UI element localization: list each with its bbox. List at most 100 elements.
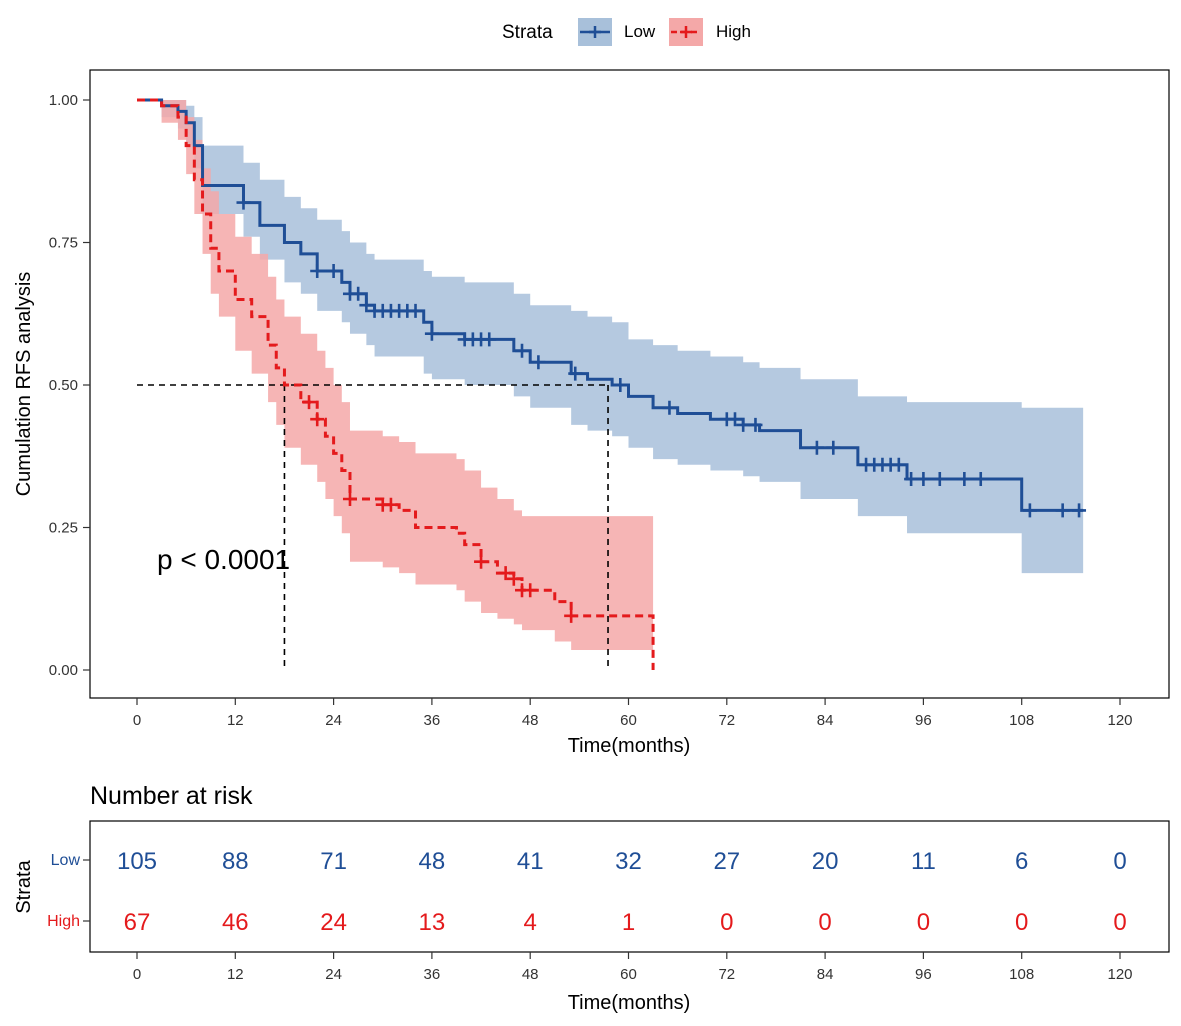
legend: Strata Low High	[502, 18, 751, 46]
risk-x-tick-label: 0	[133, 966, 141, 983]
legend-key-high-cross	[680, 26, 692, 38]
p-value-annotation: p < 0.0001	[157, 544, 290, 575]
risk-value-low: 105	[117, 848, 157, 875]
risk-value-high: 0	[818, 909, 831, 936]
censor-mark-low	[736, 417, 751, 432]
risk-value-low: 11	[911, 848, 936, 875]
censor-mark-high	[523, 583, 538, 598]
km-censor-layer	[236, 195, 1087, 623]
risk-value-high: 13	[419, 909, 446, 936]
censor-mark-high	[302, 395, 317, 410]
risk-x-tick-label: 36	[424, 966, 441, 983]
km-x-tick-label: 96	[915, 712, 932, 729]
risk-x-tick-label: 96	[915, 966, 932, 983]
km-y-tick-label: 0.50	[49, 377, 78, 394]
risk-value-high: 4	[524, 909, 537, 936]
censor-mark-high	[564, 608, 579, 623]
km-plot-frame	[89, 69, 1170, 699]
censor-mark-low	[727, 412, 742, 427]
censor-mark-low	[973, 472, 988, 487]
risk-x-tick-label: 108	[1009, 966, 1034, 983]
km-x-tick-label: 84	[817, 712, 834, 729]
censor-mark-low	[957, 472, 972, 487]
risk-value-low: 6	[1015, 848, 1028, 875]
risk-x-tick-label: 72	[718, 966, 735, 983]
km-median-layer	[137, 384, 609, 670]
ci-band-high	[137, 100, 654, 651]
km-x-tick-label: 0	[133, 712, 141, 729]
censor-mark-low	[326, 264, 341, 278]
censor-mark-low	[904, 472, 919, 487]
km-y-axis-label: Cumulation RFS analysis	[13, 272, 35, 497]
km-x-tick-label: 12	[227, 712, 244, 729]
legend-label-high: High	[716, 22, 751, 41]
risk-value-high: 67	[124, 909, 151, 936]
censor-mark-high	[342, 492, 357, 506]
censor-mark-low	[310, 264, 325, 278]
risk-value-low: 0	[1113, 848, 1126, 875]
risk-value-high: 46	[222, 909, 249, 936]
censor-mark-low	[515, 343, 530, 358]
censor-mark-low	[531, 355, 546, 370]
censor-mark-low	[1022, 503, 1037, 518]
risk-value-low: 20	[812, 848, 839, 875]
km-x-tick-label: 72	[718, 712, 735, 729]
risk-value-low: 41	[517, 848, 544, 875]
legend-key-low-cross	[589, 26, 601, 38]
censor-mark-high	[498, 566, 513, 581]
risk-x-tick-label: 48	[522, 966, 539, 983]
risk-value-low: 32	[615, 848, 642, 875]
km-x-tick-label: 108	[1009, 712, 1034, 729]
censor-mark-low	[932, 472, 947, 487]
risk-value-high: 0	[720, 909, 733, 936]
km-axes-layer: 0 12 24 36 48 60 72 84 96 108 120 0.00 0.25 0.50 0.75 1…	[49, 92, 1133, 729]
censor-mark-high	[310, 412, 325, 427]
censor-mark-low	[891, 457, 906, 472]
km-y-tick-label: 0.00	[49, 662, 78, 679]
risk-value-low: 48	[419, 848, 446, 875]
risk-row-labels: Low High	[47, 852, 90, 930]
risk-value-high: 0	[1015, 909, 1028, 936]
risk-x-axis-label: Time(months)	[568, 992, 691, 1014]
risk-row-label-low: Low	[51, 852, 81, 869]
km-curve-high	[137, 98, 655, 670]
censor-mark-low	[662, 400, 677, 415]
censor-mark-low	[408, 303, 423, 318]
km-y-tick-label: 0.75	[49, 235, 78, 252]
risk-value-high: 1	[622, 909, 635, 936]
censor-mark-low	[568, 366, 583, 381]
risk-y-axis-label: Strata	[13, 859, 35, 913]
censor-mark-high	[474, 554, 489, 569]
km-x-tick-label: 120	[1107, 712, 1132, 729]
censor-mark-low	[1072, 503, 1087, 518]
risk-x-tick-label: 12	[227, 966, 244, 983]
legend-key-low	[578, 18, 612, 46]
risk-values-layer: 105 88 71 48 41 32 27 20 11 6 067 46 24 13 4 1 0 0 0 0 0	[117, 848, 1127, 936]
risk-table-title: Number at risk	[90, 782, 253, 810]
km-plot: 0 12 24 36 48 60 72 84 96 108 120 0.00 0.25 0.50 0.75 1…	[13, 69, 1170, 757]
risk-value-high: 0	[917, 909, 930, 936]
censor-mark-low	[613, 378, 628, 392]
censor-mark-low	[359, 298, 374, 313]
ci-band-low	[137, 100, 1084, 574]
censor-mark-low	[424, 326, 439, 341]
risk-axes-layer: 0 12 24 36 48 60 72 84 96 108 120	[133, 952, 1133, 983]
risk-value-high: 0	[1113, 909, 1126, 936]
censor-mark-low	[236, 195, 251, 210]
censor-mark-low	[1055, 503, 1070, 518]
risk-value-low: 27	[713, 848, 740, 875]
risk-value-low: 71	[320, 848, 347, 875]
censor-mark-low	[826, 440, 841, 455]
risk-table-frame	[89, 820, 1170, 953]
km-y-tick-label: 1.00	[49, 92, 78, 109]
censor-mark-high	[383, 497, 398, 512]
censor-mark-low	[748, 417, 763, 432]
legend-key-high	[669, 18, 703, 46]
km-x-tick-label: 24	[325, 712, 342, 729]
risk-row-label-high: High	[47, 913, 80, 930]
legend-label-low: Low	[624, 22, 656, 41]
risk-x-tick-label: 24	[325, 966, 342, 983]
km-x-tick-label: 48	[522, 712, 539, 729]
